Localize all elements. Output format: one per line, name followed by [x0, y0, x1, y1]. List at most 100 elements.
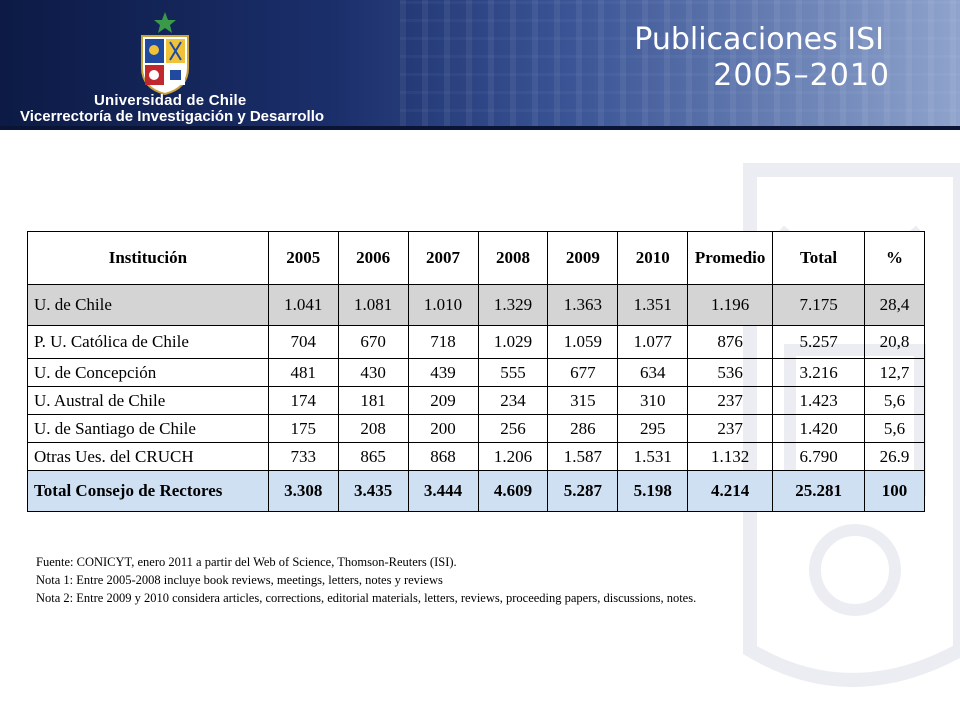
table-cell: 3.216: [772, 358, 865, 387]
column-header: 2007: [407, 231, 479, 285]
table-cell: 237: [687, 386, 774, 415]
total-row: Total Consejo de Rectores 3.308 3.435 3.…: [27, 470, 926, 512]
note-1: Nota 1: Entre 2005-2008 incluye book rev…: [36, 573, 443, 587]
table-cell: 3.444: [407, 470, 479, 512]
table-cell: 481: [267, 358, 339, 387]
table-row: U. de Concepción 481 430 439 555 677 634…: [27, 358, 926, 387]
column-header: 2009: [547, 231, 619, 285]
page-subtitle-years: 2005–2010: [713, 58, 890, 93]
table-cell: 100: [863, 470, 926, 512]
table-cell: 733: [267, 442, 339, 471]
column-header: 2005: [267, 231, 339, 285]
column-header: %: [863, 231, 926, 285]
table-cell: 6.790: [772, 442, 865, 471]
table-cell: 26.9: [863, 442, 926, 471]
table-cell: 256: [477, 414, 549, 443]
column-header: Institución: [27, 231, 269, 285]
table-cell: 555: [477, 358, 549, 387]
institution-cell: U. de Chile: [27, 284, 269, 326]
table-row: Otras Ues. del CRUCH 733 865 868 1.206 1…: [27, 442, 926, 471]
institution-cell: Total Consejo de Rectores: [27, 470, 269, 512]
note-2: Nota 2: Entre 2009 y 2010 considera arti…: [36, 591, 697, 605]
table-cell: 237: [687, 414, 774, 443]
institution-cell: U. de Concepción: [27, 358, 269, 387]
table-cell: 286: [547, 414, 619, 443]
table-cell: 208: [337, 414, 409, 443]
table-cell: 677: [547, 358, 619, 387]
table-row: P. U. Católica de Chile 704 670 718 1.02…: [27, 325, 926, 359]
table-cell: 1.081: [337, 284, 409, 326]
table-cell: 310: [617, 386, 689, 415]
table-cell: 174: [267, 386, 339, 415]
table-cell: 234: [477, 386, 549, 415]
table-cell: 718: [407, 325, 479, 359]
table-cell: 1.059: [547, 325, 619, 359]
table-cell: 536: [687, 358, 774, 387]
table-cell: 1.363: [547, 284, 619, 326]
table-cell: 5,6: [863, 414, 926, 443]
building-background-image: [400, 0, 960, 130]
table-cell: 1.420: [772, 414, 865, 443]
table-cell: 1.196: [687, 284, 774, 326]
institution-cell: P. U. Católica de Chile: [27, 325, 269, 359]
table-cell: 670: [337, 325, 409, 359]
table-cell: 868: [407, 442, 479, 471]
column-header: Promedio: [687, 231, 774, 285]
table-cell: 5.257: [772, 325, 865, 359]
table-cell: 295: [617, 414, 689, 443]
table-cell: 1.351: [617, 284, 689, 326]
column-header: 2010: [617, 231, 689, 285]
table-row: U. de Santiago de Chile 175 208 200 256 …: [27, 414, 926, 443]
institution-cell: U. de Santiago de Chile: [27, 414, 269, 443]
table-cell: 12,7: [863, 358, 926, 387]
department-name: Vicerrectoría de Investigación y Desarro…: [20, 108, 325, 125]
table-cell: 181: [337, 386, 409, 415]
isi-publications-table: Institución 2005 2006 2007 2008 2009 201…: [27, 231, 926, 512]
table-cell: 876: [687, 325, 774, 359]
table-cell: 3.435: [337, 470, 409, 512]
table-cell: 1.206: [477, 442, 549, 471]
table-cell: 175: [267, 414, 339, 443]
banner-divider: [0, 126, 960, 130]
university-crest-logo: [141, 12, 189, 96]
table-cell: 1.531: [617, 442, 689, 471]
table-cell: 1.010: [407, 284, 479, 326]
table-cell: 1.587: [547, 442, 619, 471]
institution-cell: Otras Ues. del CRUCH: [27, 442, 269, 471]
table-cell: 28,4: [863, 284, 926, 326]
table-cell: 439: [407, 358, 479, 387]
table-cell: 25.281: [772, 470, 865, 512]
table-cell: 315: [547, 386, 619, 415]
table-cell: 1.029: [477, 325, 549, 359]
column-header: 2008: [477, 231, 549, 285]
column-header: Total: [772, 231, 865, 285]
table-cell: 865: [337, 442, 409, 471]
table-row: U. de Chile 1.041 1.081 1.010 1.329 1.36…: [27, 284, 926, 326]
table-cell: 3.308: [267, 470, 339, 512]
page-title: Publicaciones ISI: [634, 22, 884, 57]
source-note: Fuente: CONICYT, enero 2011 a partir del…: [36, 555, 457, 569]
table-cell: 1.329: [477, 284, 549, 326]
table-cell: 5,6: [863, 386, 926, 415]
table-cell: 1.041: [267, 284, 339, 326]
institution-cell: U. Austral de Chile: [27, 386, 269, 415]
table-cell: 704: [267, 325, 339, 359]
footnotes: Fuente: CONICYT, enero 2011 a partir del…: [36, 553, 740, 607]
table-cell: 5.287: [547, 470, 619, 512]
table-cell: 634: [617, 358, 689, 387]
table-cell: 4.609: [477, 470, 549, 512]
table-header-row: Institución 2005 2006 2007 2008 2009 201…: [27, 231, 926, 285]
table-cell: 430: [337, 358, 409, 387]
table-cell: 1.132: [687, 442, 774, 471]
table-cell: 1.077: [617, 325, 689, 359]
table-cell: 1.423: [772, 386, 865, 415]
header-banner: Universidad de Chile Vicerrectoría de In…: [0, 0, 960, 130]
table-cell: 20,8: [863, 325, 926, 359]
table-row: U. Austral de Chile 174 181 209 234 315 …: [27, 386, 926, 415]
table-cell: 5.198: [617, 470, 689, 512]
table-cell: 209: [407, 386, 479, 415]
table-cell: 4.214: [687, 470, 774, 512]
table-cell: 200: [407, 414, 479, 443]
table-cell: 7.175: [772, 284, 865, 326]
institution-name: Universidad de Chile: [94, 92, 247, 109]
